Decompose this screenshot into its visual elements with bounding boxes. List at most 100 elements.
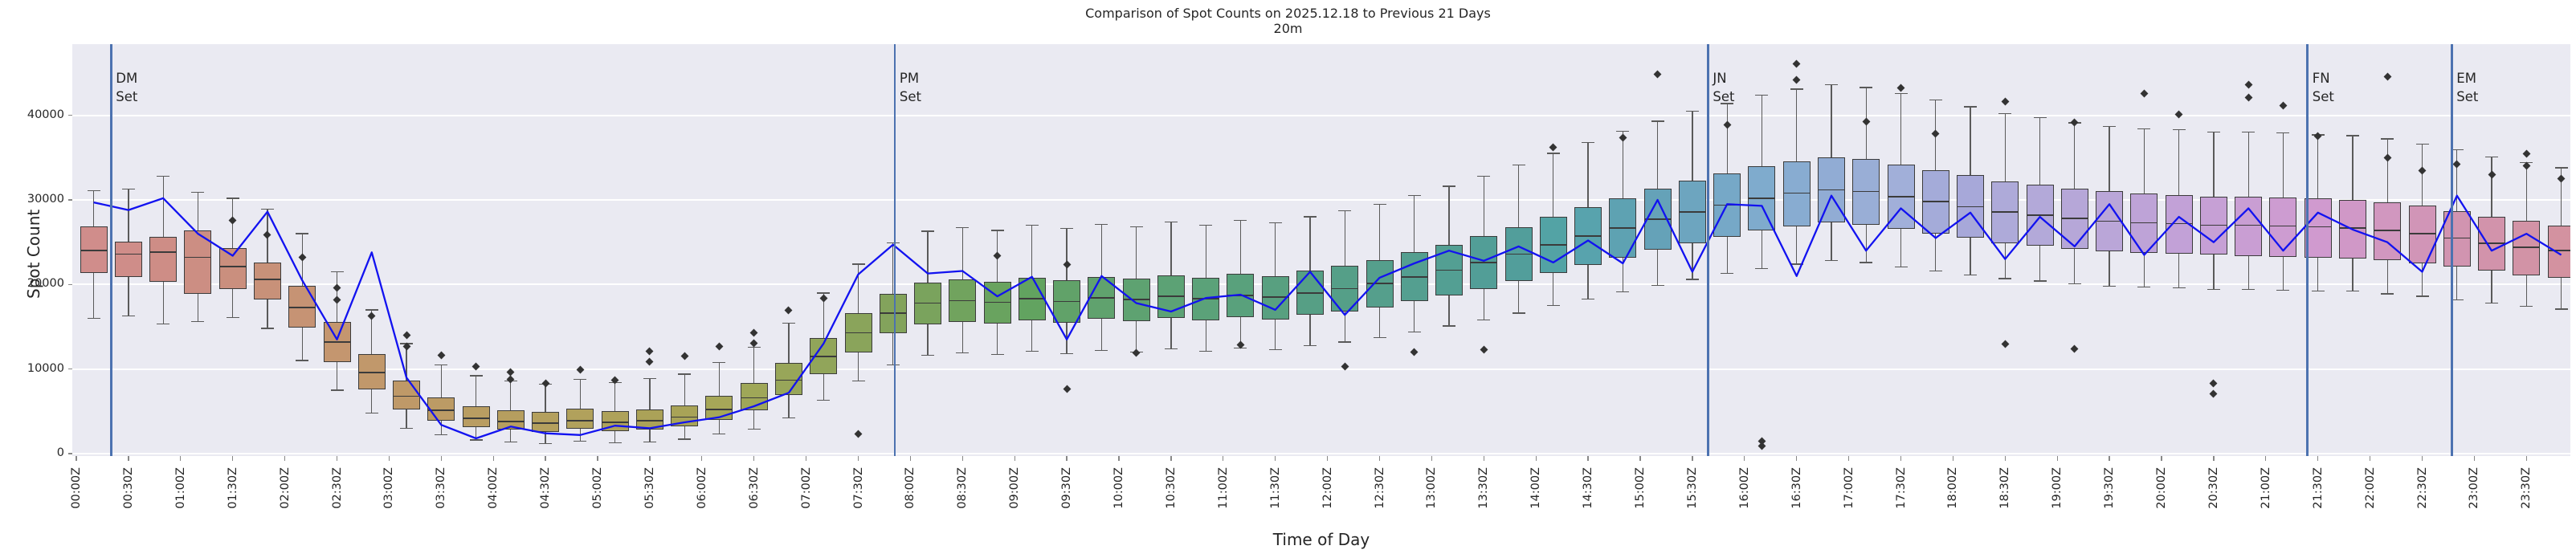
- whisker-cap-bottom: [2172, 287, 2186, 289]
- x-tick-label: 14:00Z: [1529, 467, 1543, 509]
- x-tick-label: 06:00Z: [695, 467, 708, 509]
- median-line: [532, 422, 560, 424]
- median-line: [1539, 244, 1567, 246]
- median-line: [1053, 300, 1081, 303]
- whisker-cap-bottom: [2242, 288, 2256, 291]
- whisker-cap-top: [1025, 224, 1039, 226]
- box: [462, 406, 490, 428]
- box: [393, 381, 421, 410]
- whisker-cap-top: [1060, 228, 1074, 230]
- median-line: [2408, 233, 2436, 234]
- whisker-cap-top: [87, 189, 100, 192]
- y-tick-label: 40000: [27, 108, 64, 121]
- median-line: [2269, 225, 2297, 227]
- median-line: [218, 266, 247, 267]
- x-tick-mark: [128, 456, 129, 461]
- whisker-cap-bottom: [1025, 350, 1039, 352]
- median-line: [2130, 222, 2158, 224]
- whisker-cap-top: [260, 208, 274, 210]
- whisker-cap-bottom: [1790, 263, 1803, 265]
- whisker-cap-bottom: [2207, 288, 2220, 291]
- x-tick-label: 18:00Z: [1946, 467, 1960, 509]
- whisker-cap-top: [1234, 219, 1247, 221]
- whisker-cap-bottom: [1373, 337, 1386, 339]
- whisker-cap-top: [747, 346, 761, 348]
- median-line: [671, 416, 699, 418]
- whisker-cap-bottom: [2415, 295, 2429, 297]
- box: [2547, 225, 2570, 278]
- x-tick-mark: [2473, 456, 2476, 461]
- box: [532, 412, 560, 432]
- whisker-cap-top: [2415, 143, 2429, 145]
- median-line: [949, 299, 977, 302]
- median-line: [810, 356, 838, 357]
- x-tick-mark: [284, 456, 286, 461]
- x-tick-label: 00:00Z: [70, 467, 83, 509]
- whisker-cap-bottom: [400, 427, 414, 430]
- median-line: [2304, 226, 2332, 228]
- x-tick-label: 14:30Z: [1582, 467, 1595, 509]
- y-tick-label: 10000: [27, 361, 64, 375]
- whisker-cap-bottom: [1443, 325, 1456, 327]
- x-tick-mark: [1535, 456, 1537, 461]
- plot-area: DM Set PM Set JN Set FN Set EM Set: [72, 44, 2570, 456]
- median-line: [462, 417, 490, 419]
- y-gridline: [72, 114, 2570, 116]
- x-tick-label: 07:00Z: [799, 467, 813, 509]
- whisker-cap-top: [2554, 167, 2568, 169]
- x-tick-label: 10:00Z: [1112, 467, 1125, 509]
- x-tick-label: 21:30Z: [2311, 467, 2325, 509]
- median-line: [1921, 201, 1949, 202]
- x-tick-label: 19:00Z: [2051, 467, 2064, 509]
- x-tick-label: 05:30Z: [643, 467, 656, 509]
- box: [566, 409, 594, 430]
- whisker-cap-top: [956, 227, 970, 229]
- y-tick-mark: [68, 453, 72, 454]
- whisker-cap-bottom: [1824, 260, 1838, 262]
- x-tick-mark: [1587, 456, 1589, 461]
- median-line: [1504, 253, 1533, 255]
- whisker-cap-bottom: [2520, 306, 2533, 308]
- y-tick-mark: [68, 114, 72, 116]
- x-tick-mark: [1796, 456, 1798, 461]
- x-tick-label: 12:00Z: [1321, 467, 1334, 509]
- x-tick-mark: [1118, 456, 1120, 461]
- whisker-cap-top: [1443, 185, 1456, 187]
- x-tick-label: 10:30Z: [1164, 467, 1178, 509]
- x-tick-label: 19:30Z: [2103, 467, 2117, 509]
- x-tick-label: 03:00Z: [382, 467, 396, 509]
- spot-count-line: [93, 194, 2562, 440]
- x-tick-mark: [1847, 456, 1850, 461]
- chart-title: Comparison of Spot Counts on 2025.12.18 …: [1085, 6, 1491, 21]
- median-line: [705, 409, 733, 411]
- median-line: [1122, 299, 1150, 301]
- x-tick-label: 02:00Z: [278, 467, 292, 509]
- x-tick-label: 09:00Z: [1008, 467, 1022, 509]
- whisker-cap-bottom: [678, 438, 692, 440]
- whisker-cap-top: [574, 378, 587, 380]
- median-line: [1435, 269, 1464, 271]
- x-tick-label: 11:00Z: [1216, 467, 1230, 509]
- x-tick-label: 13:30Z: [1477, 467, 1491, 509]
- median-line: [1366, 283, 1394, 285]
- median-line: [2338, 226, 2366, 229]
- box: [2235, 196, 2263, 256]
- x-tick-label: 01:30Z: [226, 467, 239, 509]
- x-tick-mark: [232, 456, 234, 461]
- whisker-cap-bottom: [1546, 305, 1560, 307]
- x-tick-label: 01:00Z: [174, 467, 187, 509]
- whisker-cap-top: [1582, 141, 1595, 143]
- whisker-cap-top: [296, 233, 309, 234]
- y-tick-mark: [68, 283, 72, 285]
- median-line: [427, 409, 455, 412]
- box: [2478, 217, 2506, 271]
- y-gridline: [72, 199, 2570, 201]
- x-tick-label: 23:30Z: [2520, 467, 2533, 509]
- median-line: [288, 306, 316, 308]
- x-tick-label: 08:30Z: [956, 467, 970, 509]
- whisker-cap-top: [1685, 110, 1699, 112]
- set-vline-label-fn: FN Set: [2312, 71, 2334, 104]
- x-tick-label: 20:00Z: [2155, 467, 2168, 509]
- median-line: [1088, 297, 1116, 299]
- median-line: [323, 341, 351, 343]
